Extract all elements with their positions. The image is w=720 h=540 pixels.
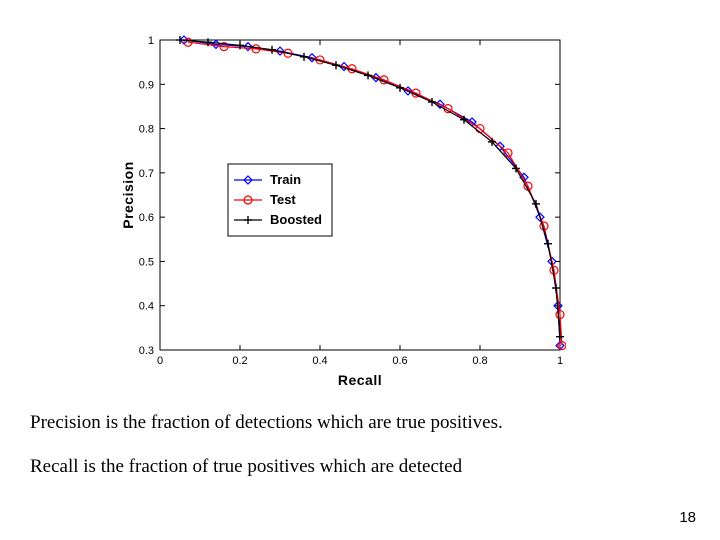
svg-text:0: 0 <box>157 355 163 367</box>
svg-text:Boosted: Boosted <box>270 212 322 227</box>
svg-text:0.4: 0.4 <box>312 355 327 367</box>
svg-text:0.6: 0.6 <box>139 212 154 224</box>
legend: Train Test Boosted <box>228 164 332 236</box>
svg-text:0.9: 0.9 <box>139 79 154 91</box>
svg-text:0.5: 0.5 <box>139 256 154 268</box>
svg-text:0.8: 0.8 <box>472 355 487 367</box>
precision-caption: Precision is the fraction of detections … <box>30 412 503 434</box>
recall-caption: Recall is the fraction of true positives… <box>30 456 462 478</box>
svg-text:Test: Test <box>270 192 296 207</box>
svg-text:Train: Train <box>270 172 301 187</box>
svg-text:0.3: 0.3 <box>139 345 154 357</box>
svg-text:1: 1 <box>557 355 563 367</box>
pr-chart: Precision Recall 00.20.40.60.810.30.40.5… <box>160 40 560 350</box>
y-axis-label: Precision <box>120 161 136 229</box>
x-axis-label: Recall <box>338 372 382 388</box>
page-number: 18 <box>679 509 696 526</box>
chart-canvas: 0 0.2 0.4 0.6 0.8 1 0.3 0.4 0.5 0.6 0.7 0.8 0.9 1 Trai… <box>124 34 566 370</box>
svg-text:0.4: 0.4 <box>139 301 154 313</box>
svg-text:0.2: 0.2 <box>232 355 247 367</box>
svg-text:1: 1 <box>148 35 154 47</box>
svg-text:0.8: 0.8 <box>139 124 154 136</box>
svg-text:0.7: 0.7 <box>139 168 154 180</box>
svg-text:0.6: 0.6 <box>392 355 407 367</box>
